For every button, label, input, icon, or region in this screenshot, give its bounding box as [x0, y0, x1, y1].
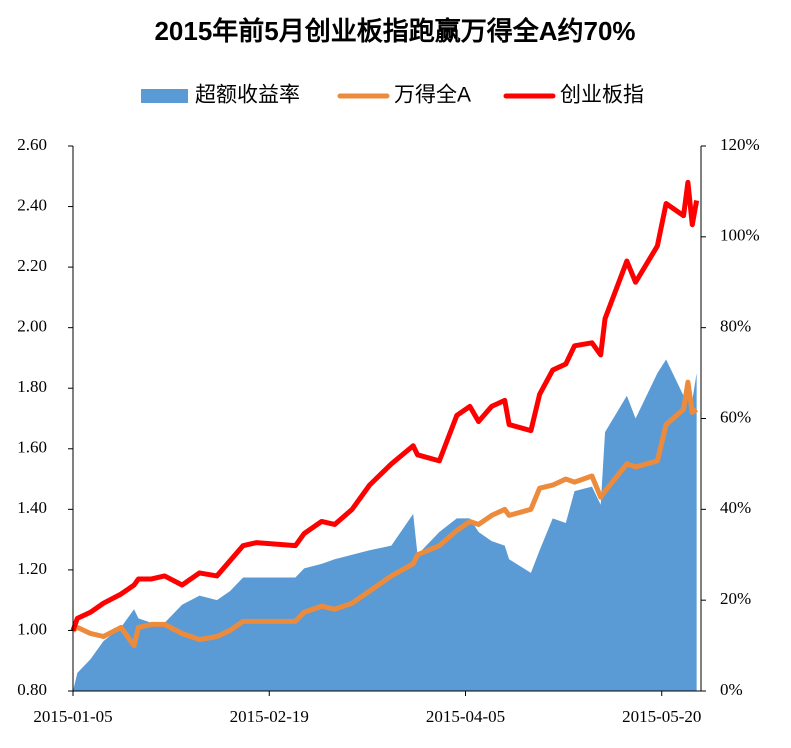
y2-tick-label: 40% — [720, 498, 751, 517]
legend-label: 超额收益率 — [195, 84, 300, 107]
y-tick-label: 1.20 — [17, 559, 47, 578]
x-tick-label: 2015-01-05 — [33, 707, 112, 726]
y-tick-label: 2.00 — [17, 317, 47, 336]
legend-label: 创业板指 — [560, 84, 644, 107]
y2-tick-label: 60% — [720, 407, 751, 426]
y-tick-label: 1.60 — [17, 438, 47, 457]
area-series — [73, 359, 697, 691]
y-tick-label: 1.00 — [17, 619, 47, 638]
line-series — [71, 379, 699, 649]
chart-title: 2015年前5月创业板指跑赢万得全A约70% — [154, 16, 635, 46]
y-tick-label: 2.20 — [17, 256, 47, 275]
x-tick-label: 2015-05-20 — [622, 707, 701, 726]
legend-label: 万得全A — [394, 84, 471, 107]
y2-tick-label: 120% — [720, 135, 760, 154]
y-tick-label: 2.60 — [17, 135, 47, 154]
y2-tick-label: 0% — [720, 680, 743, 699]
y-tick-label: 1.40 — [17, 498, 47, 517]
x-tick-label: 2015-02-19 — [230, 707, 309, 726]
y-tick-label: 1.80 — [17, 377, 47, 396]
y2-tick-label: 80% — [720, 317, 751, 336]
x-tick-label: 2015-04-05 — [426, 707, 505, 726]
y2-tick-label: 20% — [720, 589, 751, 608]
y-tick-label: 0.80 — [17, 680, 47, 699]
legend-swatch — [141, 89, 188, 103]
y-tick-label: 2.40 — [17, 195, 47, 214]
y2-tick-label: 100% — [720, 226, 760, 245]
line-series — [70, 179, 700, 632]
